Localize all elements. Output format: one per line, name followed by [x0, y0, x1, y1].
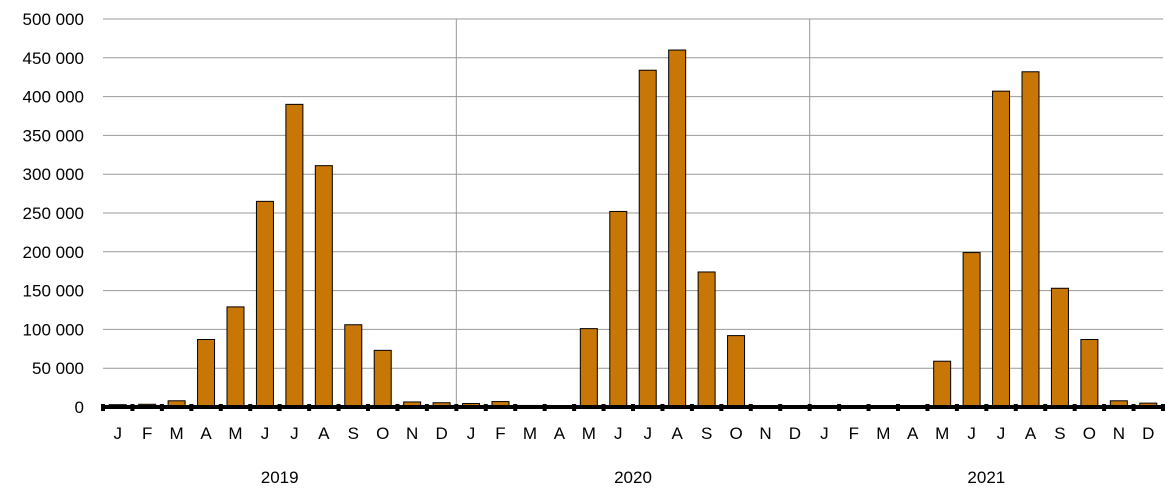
x-tick-label-month: J — [113, 424, 122, 443]
x-tick-label-month: J — [614, 424, 623, 443]
x-tick-label-month: F — [142, 424, 152, 443]
x-tick-label-month: A — [318, 424, 330, 443]
y-tick-label: 150 000 — [23, 282, 84, 301]
x-tick-label-month: J — [261, 424, 270, 443]
x-tick-label-month: A — [907, 424, 919, 443]
x-tick-label-month: N — [406, 424, 418, 443]
bar — [197, 338, 216, 408]
x-tick-label-month: D — [435, 424, 447, 443]
x-tick-label-month: J — [967, 424, 976, 443]
x-tick-label-year: 2019 — [261, 468, 299, 487]
bar — [697, 271, 716, 408]
x-tick-label-month: M — [582, 424, 596, 443]
x-tick-label-month: S — [348, 424, 359, 443]
x-tick-label-month: N — [1113, 424, 1125, 443]
x-tick-label-month: J — [643, 424, 652, 443]
bar — [1080, 338, 1099, 408]
x-tick-label-month: D — [1142, 424, 1154, 443]
bar — [226, 306, 245, 408]
y-tick-label: 250 000 — [23, 204, 84, 223]
x-tick-label-month: M — [935, 424, 949, 443]
x-axis-year-labels: 2019 2020 2021 — [261, 468, 1005, 487]
y-tick-label: 50 000 — [32, 359, 84, 378]
x-tick-label-month: M — [876, 424, 890, 443]
x-tick-label-month: M — [523, 424, 537, 443]
bar — [1050, 287, 1069, 408]
x-tick-label-month: J — [997, 424, 1006, 443]
bar — [285, 103, 304, 408]
y-tick-label: 200 000 — [23, 243, 84, 262]
x-tick-label-month: A — [554, 424, 566, 443]
x-tick-label-year: 2020 — [614, 468, 652, 487]
bar — [1021, 71, 1040, 408]
bar — [933, 360, 952, 408]
x-tick-label-month: J — [290, 424, 299, 443]
x-tick-label-month: J — [820, 424, 829, 443]
bar — [344, 324, 363, 408]
x-tick-label-month: M — [228, 424, 242, 443]
bars — [108, 49, 1158, 408]
x-tick-label-month: M — [170, 424, 184, 443]
y-tick-label: 350 000 — [23, 126, 84, 145]
y-tick-label: 400 000 — [23, 88, 84, 107]
bar — [255, 200, 274, 408]
y-tick-label: 500 000 — [23, 10, 84, 29]
y-tick-label: 100 000 — [23, 320, 84, 339]
gridlines — [103, 18, 1163, 407]
x-tick-label-month: J — [467, 424, 476, 443]
y-tick-label: 0 — [75, 398, 84, 417]
bar — [668, 49, 687, 408]
bar — [579, 328, 598, 408]
x-tick-label-month: O — [1083, 424, 1096, 443]
y-axis-tick-labels: 0 50 000 100 000 150 000 200 000 250 000 300 0… — [23, 10, 84, 417]
x-tick-label-month: F — [495, 424, 505, 443]
x-tick-label-month: A — [1025, 424, 1037, 443]
x-tick-label-month: A — [200, 424, 212, 443]
y-tick-label: 450 000 — [23, 49, 84, 68]
x-tick-label-month: A — [671, 424, 683, 443]
x-tick-label-year: 2021 — [967, 468, 1005, 487]
bar — [992, 90, 1011, 408]
x-tick-label-month: N — [759, 424, 771, 443]
bar — [638, 69, 657, 408]
bar — [962, 252, 981, 408]
bar — [609, 210, 628, 408]
x-tick-label-month: F — [849, 424, 859, 443]
x-tick-label-month: S — [701, 424, 712, 443]
x-tick-label-month: D — [789, 424, 801, 443]
x-tick-label-month: S — [1054, 424, 1065, 443]
y-tick-label: 300 000 — [23, 165, 84, 184]
x-tick-label-month: O — [376, 424, 389, 443]
x-axis — [101, 404, 1165, 411]
x-tick-label-month: O — [729, 424, 742, 443]
bar — [314, 165, 333, 408]
bar — [373, 349, 392, 408]
bar — [727, 335, 746, 408]
